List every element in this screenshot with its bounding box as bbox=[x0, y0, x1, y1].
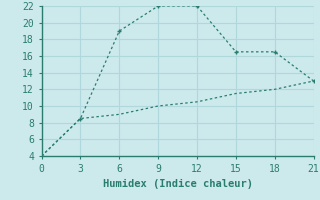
X-axis label: Humidex (Indice chaleur): Humidex (Indice chaleur) bbox=[103, 179, 252, 189]
